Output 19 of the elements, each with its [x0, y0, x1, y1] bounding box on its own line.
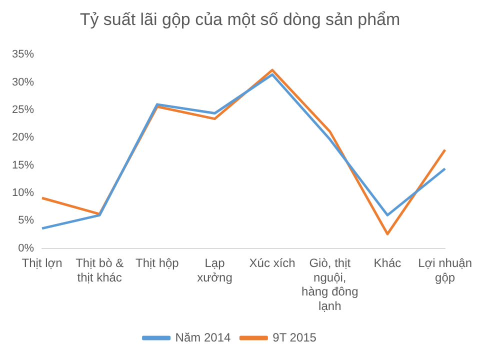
y-tick-label: 25%: [12, 104, 34, 116]
y-tick-label: 35%: [12, 48, 34, 61]
x-tick-label: Thịt lợn: [22, 256, 62, 270]
x-tick-label: Lạp xưởng: [197, 256, 232, 284]
y-tick-label: 30%: [12, 76, 34, 88]
x-tick-label: Thịt hộp: [135, 256, 180, 270]
y-tick-label: 15%: [12, 159, 34, 172]
legend-label: 9T 2015: [272, 330, 317, 344]
y-tick-label: 0%: [18, 242, 34, 254]
chart-title: Tỷ suất lãi gộp của một số dòng sản phẩm: [78, 9, 402, 31]
x-tick-label: Khác: [374, 256, 402, 270]
x-tick-label: Xúc xích: [249, 256, 296, 270]
x-tick-label: Thịt bò & thịt khác: [76, 256, 124, 284]
y-tick-label: 5%: [18, 214, 34, 227]
legend-label: Năm 2014: [175, 330, 231, 344]
x-tick-label: Lợi nhuận gộp: [418, 256, 472, 284]
y-tick-label: 10%: [12, 187, 34, 200]
x-tick-label: Giò, thịt nguội, hàng đông lạnh: [302, 256, 358, 314]
y-tick-label: 20%: [12, 132, 34, 144]
